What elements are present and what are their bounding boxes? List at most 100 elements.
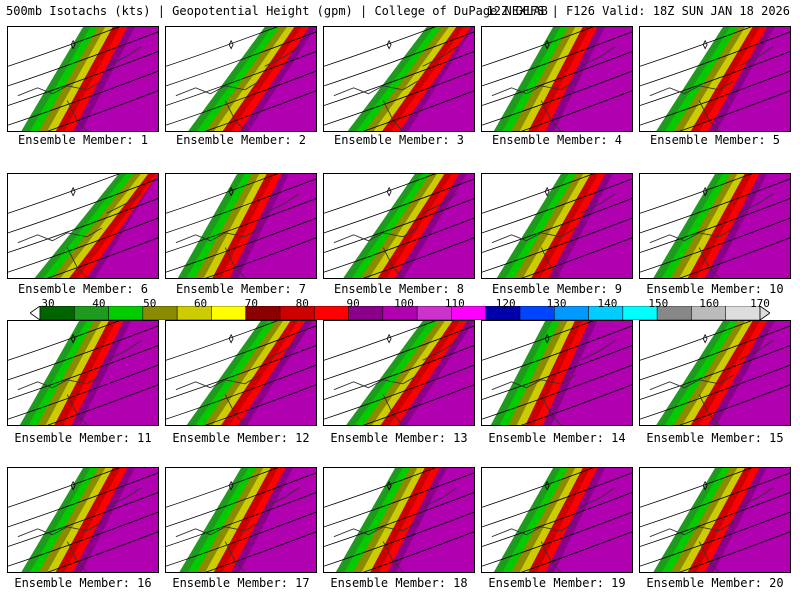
height-contour — [8, 325, 158, 381]
low-wind-area — [482, 174, 542, 248]
low-wind-area — [482, 321, 530, 401]
isotach-map — [324, 174, 474, 278]
station-marker — [228, 333, 234, 344]
member-panel — [7, 320, 159, 426]
member-label: Ensemble Member: 20 — [646, 576, 784, 590]
height-contour — [204, 237, 316, 278]
isotach-band — [403, 174, 474, 278]
coastline — [491, 193, 616, 278]
station-marker — [70, 186, 76, 197]
height-contour — [324, 325, 474, 381]
height-contour — [8, 492, 158, 547]
member-label: Ensemble Member: 14 — [488, 431, 626, 445]
chart-title: 500mb Isotachs (kts) | Geopotential Heig… — [6, 4, 548, 18]
height-contour — [640, 178, 790, 234]
height-contour — [8, 345, 158, 400]
station-marker — [544, 186, 550, 197]
height-contour — [166, 472, 316, 528]
height-contour — [482, 178, 632, 234]
member-label: Ensemble Member: 9 — [491, 282, 623, 296]
station-marker — [228, 480, 234, 491]
station-marker — [386, 39, 392, 50]
height-contour — [324, 174, 436, 214]
isotach-map — [482, 321, 632, 425]
low-wind-area — [324, 174, 393, 244]
colorbar-tick-label: 50 — [143, 297, 157, 310]
low-wind-area — [166, 468, 223, 544]
coastline — [17, 340, 142, 425]
member-label: Ensemble Member: 12 — [172, 431, 310, 445]
isotach-map — [324, 468, 474, 572]
height-contour — [678, 531, 790, 572]
height-contour — [324, 321, 436, 361]
height-contour — [482, 492, 632, 547]
low-wind-area — [8, 174, 91, 236]
height-contour — [166, 70, 316, 126]
height-contour — [640, 70, 790, 126]
height-contour — [8, 217, 158, 273]
height-contour — [640, 511, 790, 567]
height-contour — [8, 468, 120, 508]
height-contour — [482, 511, 632, 567]
height-contour — [482, 27, 594, 67]
member-panel — [7, 467, 159, 573]
valid-time: 12Z GEFS | F126 Valid: 18Z SUN JAN 18 20… — [486, 4, 790, 18]
height-contour — [362, 237, 474, 278]
member-panel — [481, 320, 633, 426]
member-panel — [481, 467, 633, 573]
height-contour — [204, 90, 316, 131]
isotach-map — [482, 174, 632, 278]
height-contour — [46, 531, 158, 572]
isotach-map — [8, 321, 158, 425]
coastline — [649, 340, 774, 425]
station-marker — [70, 333, 76, 344]
height-contour — [166, 51, 316, 106]
height-contour — [640, 217, 790, 273]
isotach-band — [239, 468, 316, 572]
member-label: Ensemble Member: 5 — [649, 133, 781, 147]
station-marker — [386, 186, 392, 197]
height-contour — [362, 384, 474, 425]
coastline — [491, 487, 616, 572]
height-contour — [204, 384, 316, 425]
colorbar-tick-label: 160 — [699, 297, 720, 310]
low-wind-area — [324, 321, 399, 388]
height-contour — [640, 31, 790, 87]
isotach-band — [716, 27, 790, 131]
member-label: Ensemble Member: 7 — [175, 282, 307, 296]
colorbar-arrow-right — [759, 306, 770, 320]
colorbar-segment — [211, 306, 246, 320]
isotach-map — [8, 468, 158, 572]
height-contour — [166, 178, 316, 234]
height-contour — [8, 178, 158, 234]
height-contour — [166, 321, 278, 361]
coastline — [649, 193, 774, 278]
height-contour — [166, 492, 316, 547]
low-wind-area — [166, 174, 220, 251]
height-contour — [362, 90, 474, 131]
height-contour — [8, 27, 120, 67]
member-label: Ensemble Member: 17 — [172, 576, 310, 590]
member-label: Ensemble Member: 3 — [333, 133, 465, 147]
member-label: Ensemble Member: 2 — [175, 133, 307, 147]
member-panel — [639, 26, 791, 132]
height-contour — [520, 237, 632, 278]
isotach-map — [166, 174, 316, 278]
coastline — [333, 46, 458, 131]
isotach-map — [640, 468, 790, 572]
height-contour — [324, 70, 474, 126]
member-label: Ensemble Member: 15 — [646, 431, 784, 445]
height-contour — [324, 364, 474, 420]
colorbar-tick-label: 130 — [546, 297, 567, 310]
height-contour — [324, 472, 474, 528]
isotach-map — [8, 174, 158, 278]
colorbar-tick-label: 100 — [394, 297, 414, 310]
low-wind-area — [640, 321, 703, 394]
member-label: Ensemble Member: 19 — [488, 576, 626, 590]
height-contour — [482, 325, 632, 381]
member-panel — [7, 26, 159, 132]
height-contour — [482, 174, 594, 214]
isotach-map — [324, 321, 474, 425]
low-wind-area — [324, 468, 378, 545]
height-contour — [678, 237, 790, 278]
